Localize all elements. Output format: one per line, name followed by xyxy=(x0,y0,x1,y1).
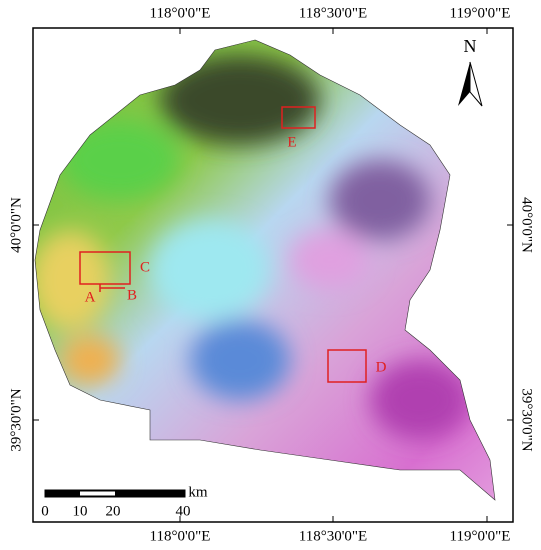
scale-label: 40 xyxy=(176,503,191,519)
lon-label: 118°30'0"E xyxy=(299,528,367,544)
lat-label: 39°30'0"N xyxy=(8,388,24,451)
north-arrow: N xyxy=(458,36,483,107)
site-boxes xyxy=(79,106,367,383)
lon-label: 119°0'0"E xyxy=(450,528,511,544)
lat-label: 40°0'0"N xyxy=(519,197,535,253)
site-label: E xyxy=(287,134,296,150)
lat-label: 39°30'0"N xyxy=(519,388,535,451)
site-label: D xyxy=(376,359,387,375)
lon-label: 119°0'0"E xyxy=(450,5,511,21)
lon-label: 118°0'0"E xyxy=(150,528,211,544)
scale-label: 10 xyxy=(73,503,88,519)
site-label: A xyxy=(85,289,96,305)
frame-ticks xyxy=(33,28,513,522)
scale-label: 20 xyxy=(106,503,121,519)
site-label: C xyxy=(140,259,150,275)
lon-label: 118°30'0"E xyxy=(299,5,367,21)
site-labels: A B C D E xyxy=(85,134,387,375)
scale-label: 0 xyxy=(41,503,49,519)
scale-bar: 0 10 20 40 km xyxy=(41,484,208,519)
site-label: B xyxy=(127,287,137,303)
lat-label: 40°0'0"N xyxy=(8,197,24,253)
lon-label: 118°0'0"E xyxy=(150,5,211,21)
scale-unit: km xyxy=(188,484,208,500)
north-label: N xyxy=(464,36,477,56)
